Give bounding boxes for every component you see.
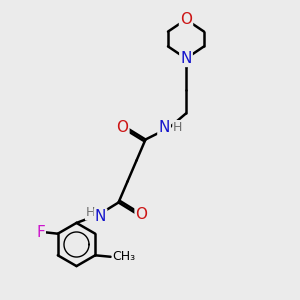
Text: N: N: [180, 51, 192, 66]
Text: CH₃: CH₃: [112, 250, 135, 263]
Text: O: O: [136, 207, 148, 222]
Text: H: H: [86, 206, 95, 220]
Text: N: N: [158, 120, 170, 135]
Text: F: F: [36, 225, 45, 240]
Text: H: H: [173, 121, 183, 134]
Text: O: O: [180, 12, 192, 27]
Text: N: N: [95, 209, 106, 224]
Text: O: O: [116, 120, 128, 135]
